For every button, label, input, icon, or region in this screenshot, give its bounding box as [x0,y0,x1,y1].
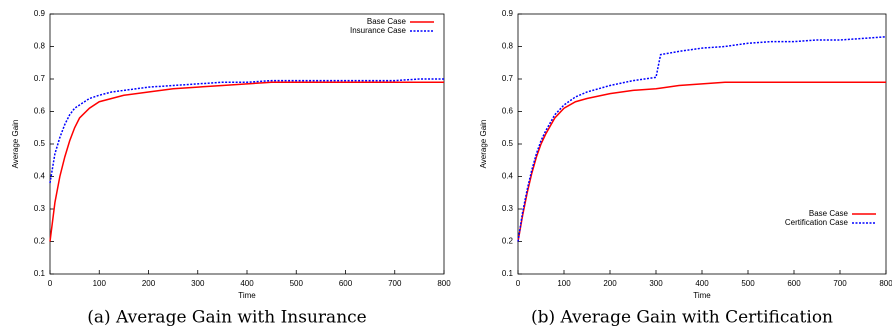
x-tick-label: 500 [741,279,755,288]
y-axis-label: Average Gain [479,120,488,169]
caption: (a) Average Gain with Insurance [87,308,366,328]
y-axis-label: Average Gain [11,120,20,169]
y-tick-label: 0.2 [34,237,46,246]
y-tick-label: 0.1 [34,269,46,278]
x-tick-label: 800 [437,279,451,288]
y-tick-label: 0.8 [502,42,514,51]
x-tick-label: 300 [649,279,663,288]
y-tick-label: 0.5 [502,139,514,148]
x-tick-label: 100 [93,279,107,288]
y-tick-label: 0.4 [502,172,514,181]
x-tick-label: 600 [787,279,801,288]
x-tick-label: 400 [240,279,254,288]
y-tick-label: 0.1 [502,269,514,278]
x-tick-label: 700 [388,279,402,288]
x-tick-label: 400 [695,279,709,288]
y-tick-label: 0.3 [34,204,46,213]
legend-label: Base Case [367,17,407,26]
legend-label: Certification Case [785,218,849,227]
y-tick-label: 0.7 [502,74,514,83]
x-tick-label: 0 [516,279,521,288]
x-tick-label: 600 [339,279,353,288]
x-tick-label: 300 [191,279,205,288]
x-tick-label: 200 [603,279,617,288]
series-line [49,78,444,184]
series-line [49,81,444,242]
x-tick-label: 800 [879,279,892,288]
y-tick-label: 0.9 [34,9,46,18]
x-tick-label: 100 [557,279,571,288]
y-tick-label: 0.9 [502,9,514,18]
plot-frame [517,13,887,275]
legend-label: Insurance Case [350,26,407,35]
x-tick-label: 0 [48,279,53,288]
y-tick-label: 0.6 [34,107,46,116]
y-tick-label: 0.3 [502,204,514,213]
caption: (b) Average Gain with Certification [531,308,833,328]
x-tick-label: 500 [290,279,304,288]
legend-label: Base Case [809,209,849,218]
x-tick-label: 700 [833,279,847,288]
x-tick-label: 200 [142,279,156,288]
y-tick-label: 0.8 [34,42,46,51]
y-tick-label: 0.4 [34,172,46,181]
y-tick-label: 0.6 [502,107,514,116]
x-axis-label: Time [238,291,256,300]
series-line [517,81,886,242]
y-tick-label: 0.7 [34,74,46,83]
x-axis-label: Time [693,291,711,300]
plot-frame [49,13,445,275]
y-tick-label: 0.5 [34,139,46,148]
y-tick-label: 0.2 [502,237,514,246]
